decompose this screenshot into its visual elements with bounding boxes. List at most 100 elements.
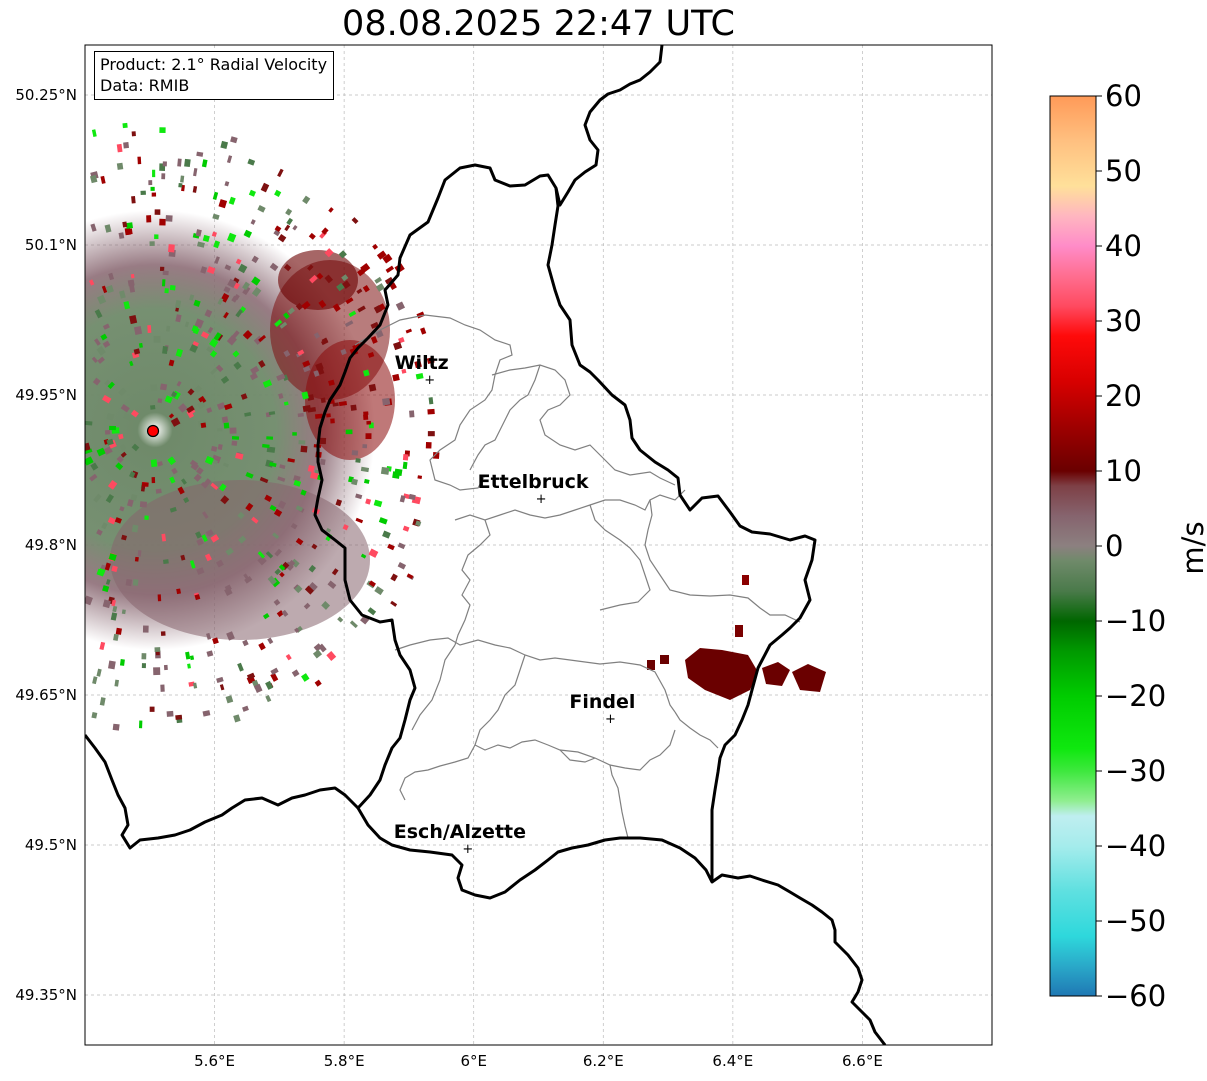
radar-pixel — [324, 248, 334, 258]
map-frame — [84, 44, 993, 1046]
radar-pixel — [201, 159, 208, 168]
radar-pixel — [141, 482, 149, 487]
radar-pixel — [406, 573, 414, 579]
radar-pixel — [395, 301, 406, 311]
product-info-box: Product: 2.1° Radial Velocity Data: RMIB — [94, 51, 335, 100]
radar-pixel — [137, 156, 142, 165]
radar-pixel — [349, 620, 358, 629]
radar-pixel — [220, 140, 229, 150]
radar-pixel — [107, 516, 116, 525]
city-markers: +Wiltz+Ettelbruck+Findel+Esch/Alzette — [394, 352, 636, 857]
radar-pixel — [111, 565, 118, 573]
radar-pixel — [307, 464, 315, 473]
radar-pixel — [301, 673, 310, 682]
radar-echo-patch — [110, 480, 370, 640]
radar-pixel — [295, 302, 304, 311]
radar-pixel — [276, 373, 286, 382]
radar-pixel — [118, 433, 124, 440]
radar-pixel — [231, 436, 240, 440]
radar-pixel — [235, 308, 244, 318]
radar-pixel — [133, 348, 141, 355]
radar-pixel — [270, 672, 279, 682]
radar-pixel — [382, 253, 393, 264]
radar-pixel — [360, 615, 370, 625]
radar-pixel — [103, 446, 113, 455]
radar-pixel — [115, 627, 122, 635]
radar-pixel — [237, 662, 244, 672]
radar-pixel — [194, 594, 201, 601]
radar-pixel — [320, 397, 326, 404]
radar-pixel — [106, 438, 114, 446]
radar-pixel — [223, 286, 231, 294]
radar-pixel — [206, 632, 212, 640]
radar-pixel — [123, 413, 133, 421]
radar-pixel — [185, 651, 191, 660]
radar-pixel — [384, 276, 394, 285]
product-label: Product: 2.1° Radial Velocity — [100, 55, 328, 74]
radar-pixel — [159, 383, 168, 391]
radar-pixel — [197, 401, 206, 410]
colorbar-tick-label: 0 — [1105, 529, 1123, 563]
radar-pixel — [102, 323, 110, 330]
radar-pixel — [397, 542, 406, 550]
radar-pixel — [227, 278, 237, 289]
radar-pixel — [150, 459, 158, 468]
radar-pixel — [227, 232, 237, 243]
radar-pixel — [194, 318, 204, 329]
radar-pixel — [164, 288, 169, 294]
radar-pixel — [204, 455, 215, 465]
radar-pixel — [222, 462, 229, 468]
radar-pixel — [244, 576, 253, 584]
radar-pixel — [116, 143, 123, 153]
radar-pixel — [257, 555, 267, 566]
radar-pixel — [174, 299, 182, 309]
colorbar-tick-label: 20 — [1105, 379, 1142, 413]
radar-pixel — [132, 579, 139, 586]
radar-pixel — [131, 443, 140, 452]
radar-pixel — [123, 141, 130, 149]
radar-pixel — [225, 547, 234, 556]
radar-pixel — [251, 276, 261, 286]
radar-pixel — [114, 517, 122, 524]
radar-pixel — [392, 373, 400, 382]
radar-pixel — [332, 303, 341, 312]
radar-pixel — [144, 515, 149, 520]
radar-pixel — [367, 351, 375, 358]
radar-pixel — [142, 625, 149, 633]
radar-pixel — [204, 553, 212, 562]
radar-pixel — [200, 481, 208, 489]
radar-pixel — [257, 205, 266, 213]
radar-pixel — [153, 667, 161, 676]
radar-pixel — [249, 372, 258, 381]
radar-pixel — [297, 412, 304, 418]
radar-pixel — [397, 562, 407, 570]
radar-pixel — [308, 564, 317, 573]
radar-pixel — [176, 380, 182, 387]
radar-pixel — [326, 650, 337, 661]
radar-pixel — [107, 381, 115, 390]
radar-pixel — [85, 595, 93, 606]
radar-pixel — [200, 266, 208, 274]
radar-pixel — [162, 161, 167, 167]
radar-pixel — [274, 568, 281, 576]
radar-pixel — [251, 287, 262, 297]
radar-pixel — [393, 341, 403, 351]
radar-pixel — [111, 599, 117, 607]
radar-pixel — [362, 285, 370, 293]
radar-pixel — [147, 325, 152, 333]
radar-pixel — [269, 262, 279, 272]
radar-pixel — [100, 333, 108, 341]
radar-pixel — [363, 411, 369, 416]
radar-pixel — [203, 478, 212, 487]
radar-pixel — [237, 511, 245, 520]
longitude-tick-label: 6.6°E — [842, 1052, 883, 1070]
radar-pixel — [387, 543, 395, 551]
latitude-tick-label: 49.95°N — [15, 386, 77, 404]
radar-pixel — [365, 498, 372, 505]
radar-pixel — [113, 633, 119, 641]
radar-pixel — [368, 580, 376, 588]
radar-pixel — [279, 464, 286, 469]
radar-pixel — [193, 299, 201, 307]
radar-pixel — [104, 562, 111, 571]
